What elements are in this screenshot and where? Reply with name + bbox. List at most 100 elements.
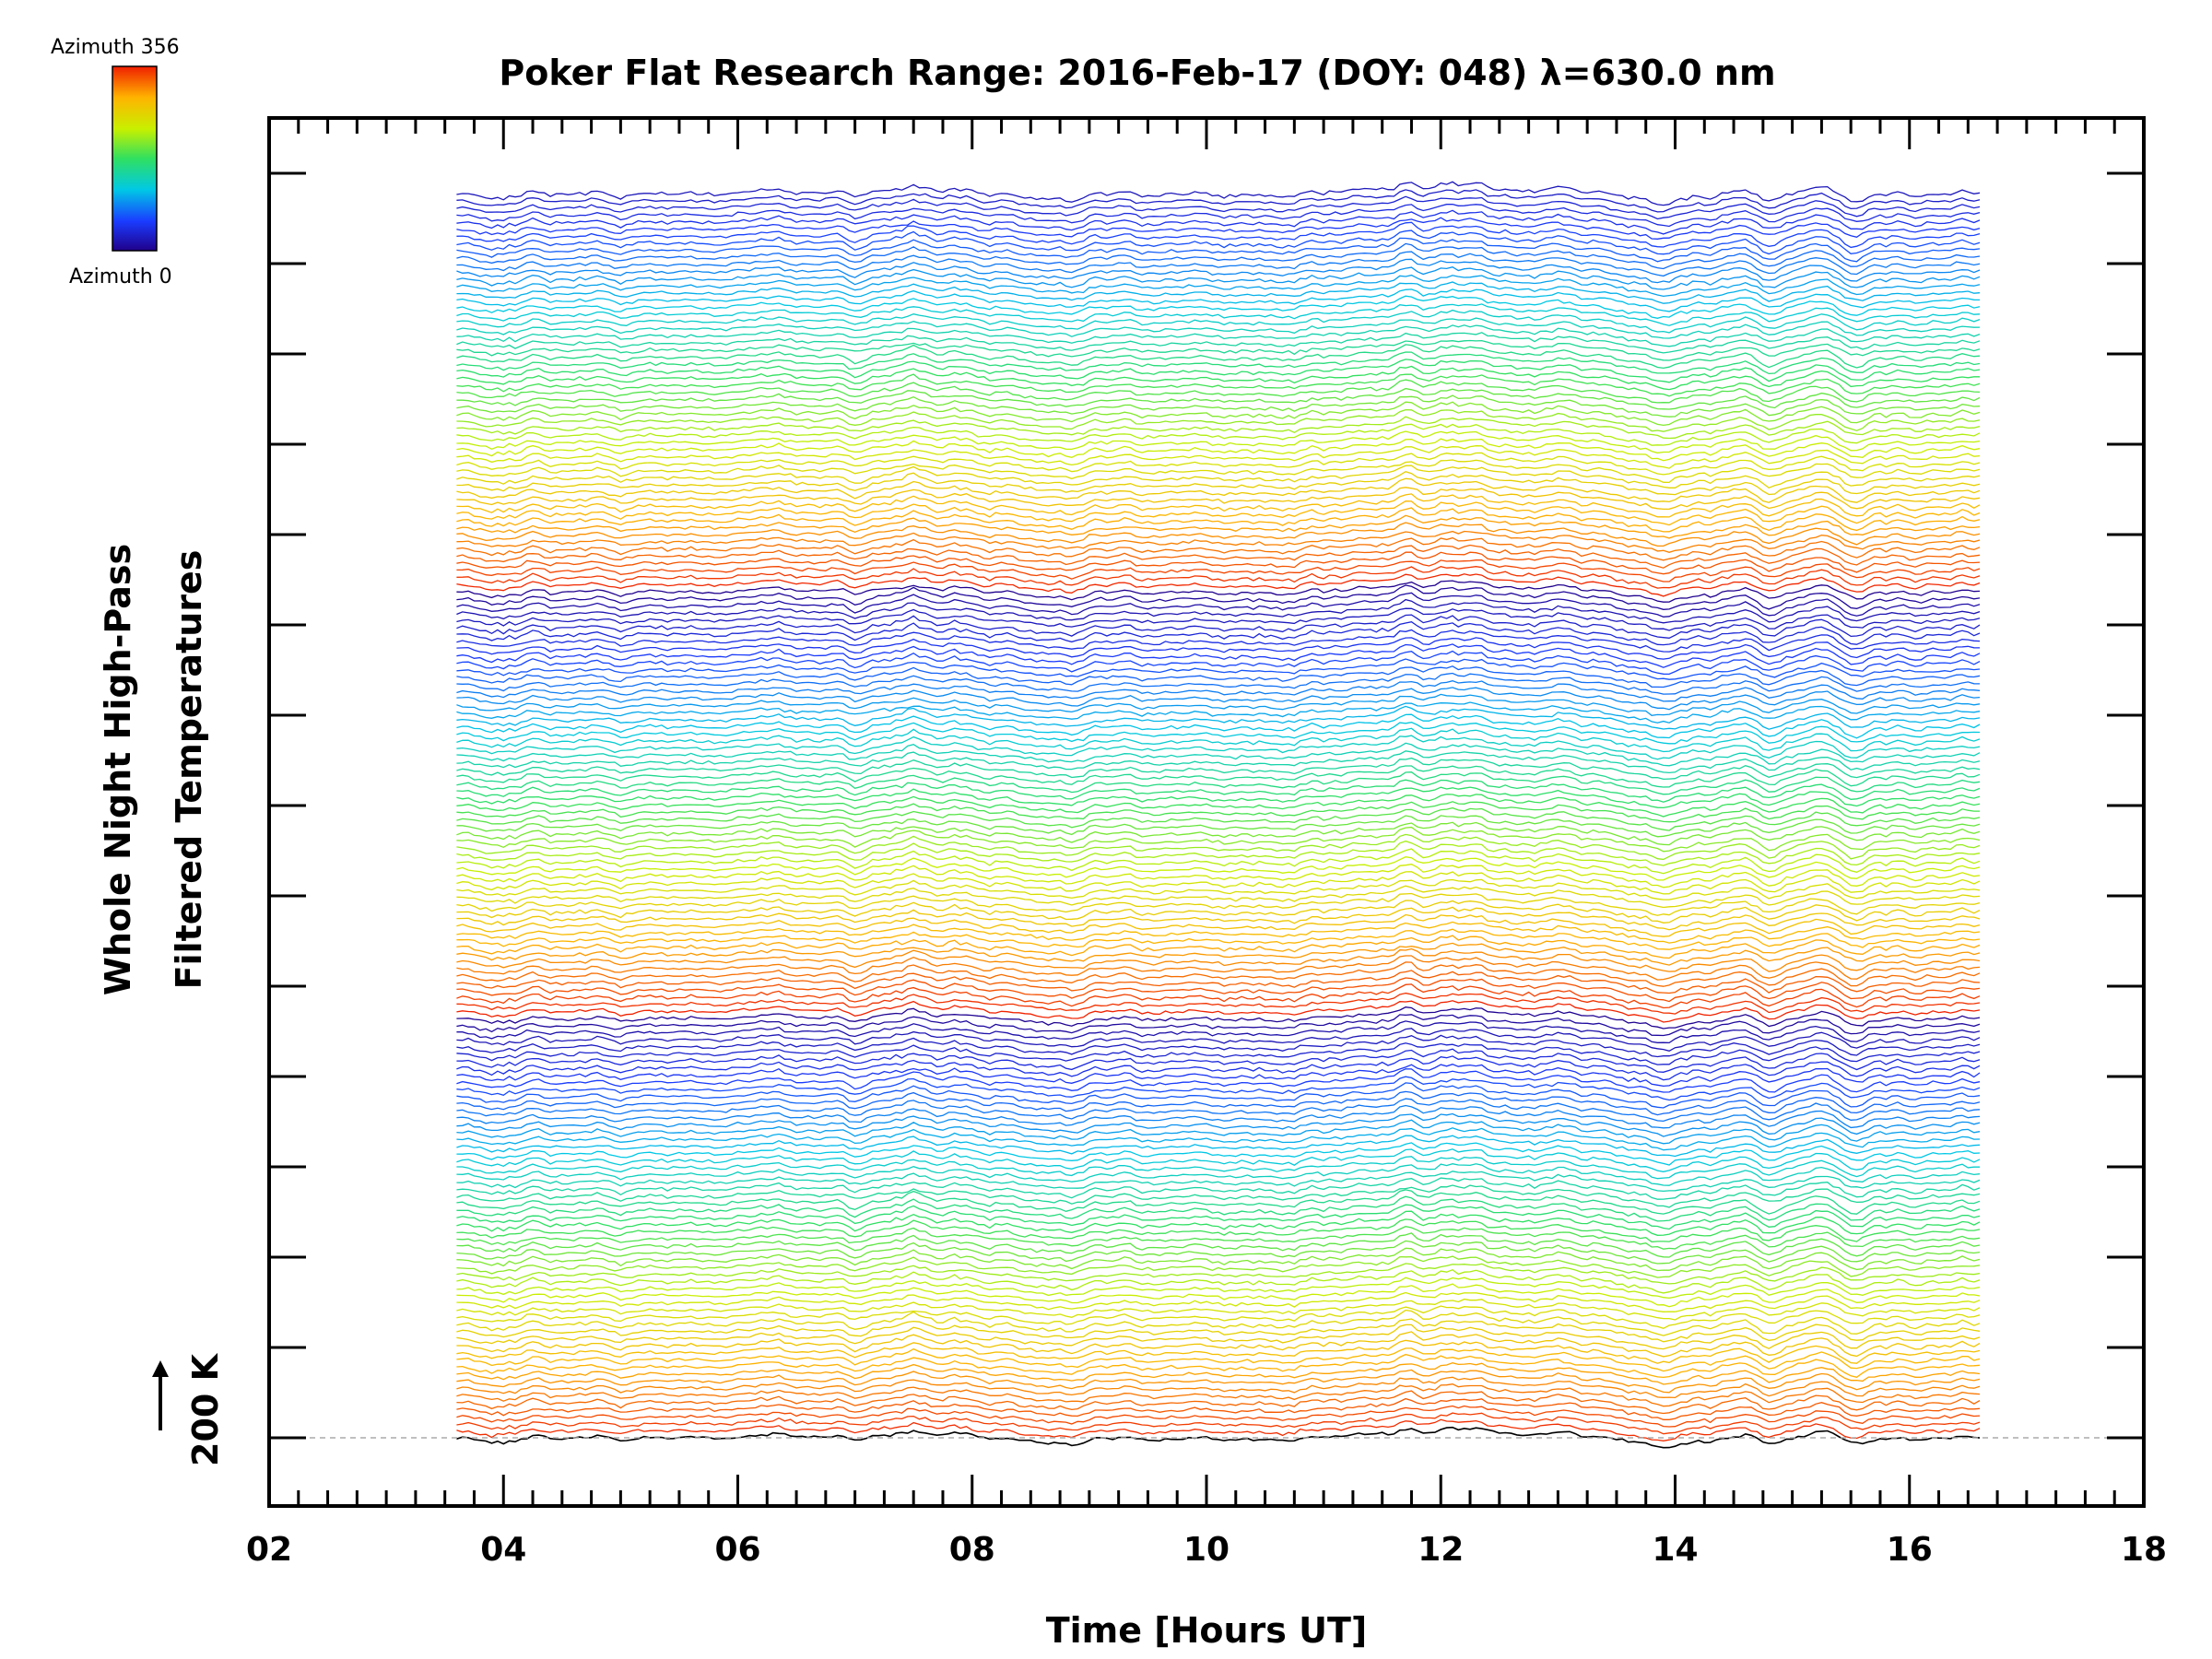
- x-tick-label: 02: [246, 1531, 292, 1569]
- series-line: [456, 1291, 1981, 1312]
- series-line: [456, 750, 1981, 774]
- series-line: [456, 826, 1981, 853]
- series-line: [456, 1204, 1981, 1230]
- series-line: [456, 237, 1981, 263]
- x-tick-label: 10: [1183, 1531, 1230, 1569]
- series-line: [456, 493, 1981, 518]
- series-line: [456, 1177, 1981, 1200]
- series-line: [456, 1353, 1981, 1379]
- series-line: [456, 658, 1981, 680]
- series-line: [456, 195, 1981, 220]
- series-line: [456, 629, 1981, 653]
- series-line: [456, 1104, 1981, 1129]
- series-line: [456, 1210, 1981, 1236]
- series-line: [456, 713, 1981, 739]
- series-line: [456, 643, 1981, 668]
- series-line: [456, 693, 1981, 716]
- series-line: [456, 1263, 1981, 1285]
- series-line: [456, 680, 1981, 702]
- axis-ticks: [267, 118, 2146, 1506]
- series-line: [456, 913, 1981, 937]
- series-line: [456, 1277, 1981, 1300]
- series-line: [456, 705, 1981, 730]
- series-line: [456, 416, 1981, 440]
- series-line: [456, 900, 1981, 924]
- series-line: [456, 1247, 1981, 1272]
- series-line: [456, 274, 1981, 298]
- series-line: [456, 221, 1981, 249]
- series-line: [456, 1362, 1981, 1385]
- series-line: [456, 1082, 1981, 1109]
- series-line: [456, 1390, 1981, 1415]
- series-line: [456, 672, 1981, 695]
- series-line: [456, 1127, 1981, 1151]
- series-line: [456, 955, 1981, 981]
- series-line: [456, 1064, 1981, 1088]
- y-axis-label-line1: Whole Night High-Pass: [98, 544, 138, 995]
- series-line: [456, 1048, 1981, 1073]
- series-line: [456, 1418, 1981, 1441]
- series-line: [456, 607, 1981, 631]
- series-line: [456, 970, 1981, 994]
- series-line: [456, 722, 1981, 745]
- series-line: [456, 559, 1981, 582]
- series-line: [456, 1068, 1981, 1093]
- series-line: [456, 1298, 1981, 1321]
- x-tick-labels: 02 04 06 08 10 12 14 16 18: [246, 1531, 2167, 1569]
- series-line: [456, 1163, 1981, 1186]
- series-line: [456, 487, 1981, 511]
- series-line: [456, 536, 1981, 561]
- series-line: [456, 1034, 1981, 1058]
- series-line: [456, 1318, 1981, 1343]
- series-line: [456, 1283, 1981, 1308]
- series-line: [456, 303, 1981, 326]
- series-line: [456, 885, 1981, 909]
- x-tick-label: 12: [1418, 1531, 1464, 1569]
- series-line: [456, 1376, 1981, 1399]
- series-line: [456, 977, 1981, 1003]
- series-line: [456, 1339, 1981, 1364]
- series-line: [456, 251, 1981, 277]
- series-line: [456, 806, 1981, 831]
- series-line: [456, 592, 1981, 618]
- series-line: [456, 217, 1981, 240]
- y-axis-label-line2: Filtered Temperatures: [169, 550, 209, 990]
- series-line: [456, 445, 1981, 469]
- series-line: [456, 324, 1981, 347]
- series-group: [456, 181, 1981, 1449]
- series-line: [456, 833, 1981, 861]
- x-tick-label: 16: [1887, 1531, 1933, 1569]
- series-line: [456, 544, 1981, 569]
- x-tick-label: 08: [949, 1531, 995, 1569]
- series-line: [456, 430, 1981, 454]
- series-line: [456, 1189, 1981, 1215]
- series-line: [456, 459, 1981, 484]
- series-line: [456, 1218, 1981, 1243]
- series-line: [456, 1119, 1981, 1145]
- series-line: [456, 614, 1981, 639]
- series-line: [456, 229, 1981, 255]
- series-line: [456, 1195, 1981, 1222]
- series-line: [456, 401, 1981, 427]
- scale-arrow-head: [152, 1360, 169, 1377]
- colorbar-top-label: Azimuth 356: [51, 36, 180, 59]
- series-line: [456, 621, 1981, 646]
- series-line: [456, 507, 1981, 533]
- series-line: [456, 1000, 1981, 1023]
- series-line: [456, 892, 1981, 916]
- series-line: [456, 351, 1981, 375]
- series-line: [456, 189, 1981, 213]
- series-line: [456, 394, 1981, 418]
- series-line: [456, 584, 1981, 610]
- series-line: [456, 992, 1981, 1015]
- series-line: [456, 1347, 1981, 1372]
- series-line: [456, 1412, 1981, 1435]
- series-line: [456, 921, 1981, 944]
- series-line: [456, 1171, 1981, 1193]
- series-line: [456, 379, 1981, 404]
- series-line: [456, 1156, 1980, 1180]
- series-line: [456, 650, 1981, 676]
- series-line: [456, 765, 1981, 788]
- series-line: [456, 871, 1981, 895]
- series-line: [456, 332, 1981, 354]
